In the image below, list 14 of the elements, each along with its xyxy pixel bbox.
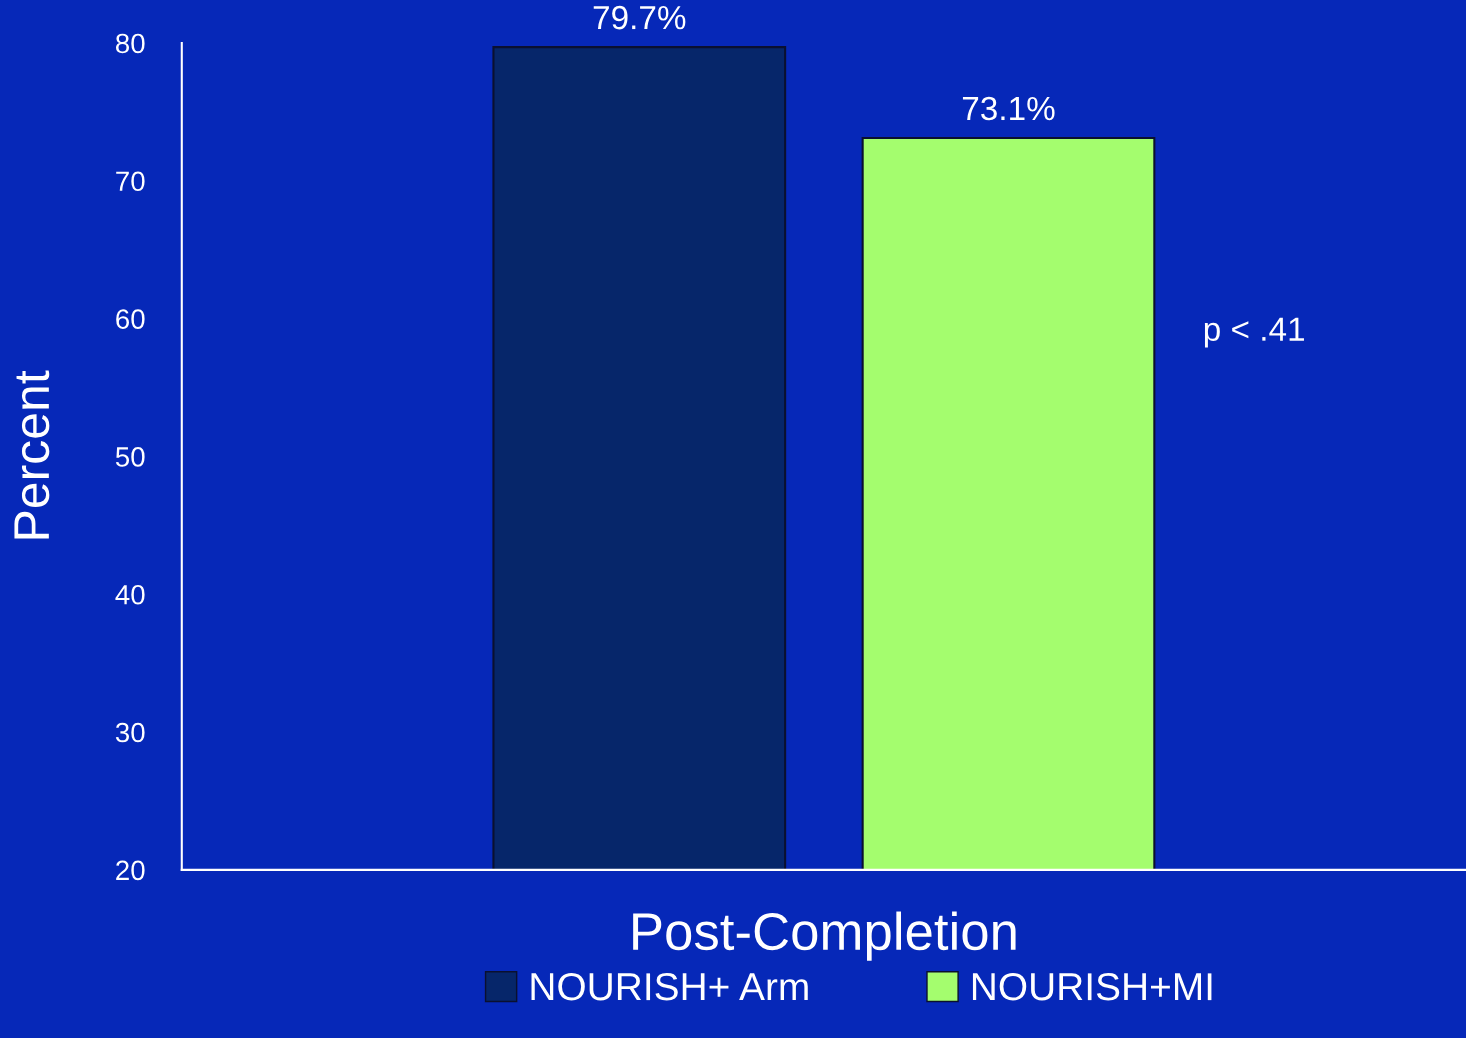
y-tick-label: 70 xyxy=(116,171,145,192)
legend-label: NOURISH+MI xyxy=(972,972,1212,1001)
y-tick-label: 30 xyxy=(115,722,145,743)
legend-label: NOURISH+ Arm xyxy=(531,972,808,1001)
y-tick-label: 50 xyxy=(115,447,145,467)
y-axis-title: Percent xyxy=(14,370,50,539)
y-tick-label: 60 xyxy=(116,309,145,329)
data-label: 79.7% xyxy=(593,5,686,30)
data-label: 73.1% xyxy=(962,96,1055,121)
y-tick-label: 20 xyxy=(116,860,145,881)
y-tick-label: 40 xyxy=(115,584,145,605)
x-tick-label: Post-Completion xyxy=(633,911,1016,961)
y-tick-label: 80 xyxy=(115,33,145,54)
annotation: p < .41 xyxy=(1204,317,1304,348)
